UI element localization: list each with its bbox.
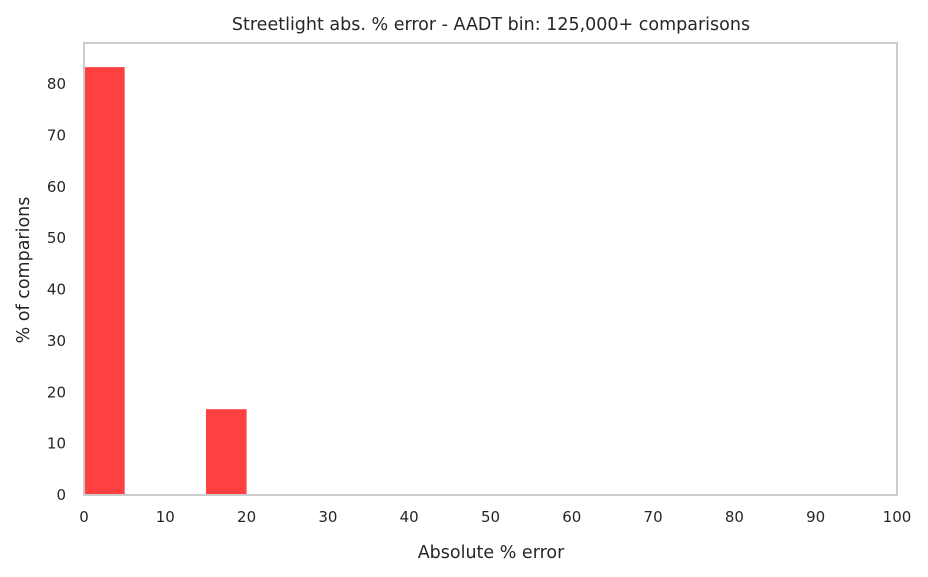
histogram-bar-1 <box>205 409 247 495</box>
x-tick-label: 40 <box>400 508 419 526</box>
x-axis: 0 10 20 30 40 50 60 70 80 90 100 <box>79 508 911 526</box>
y-tick-label: 30 <box>47 332 66 350</box>
x-tick-label: 10 <box>156 508 175 526</box>
y-tick-label: 70 <box>47 126 66 144</box>
plot-frame <box>83 42 898 496</box>
y-axis: 0 10 20 30 40 50 60 70 80 <box>47 75 66 504</box>
x-tick-label: 90 <box>806 508 825 526</box>
x-tick-label: 80 <box>725 508 744 526</box>
x-tick-label: 70 <box>644 508 663 526</box>
x-tick-label: 50 <box>481 508 500 526</box>
y-tick-label: 40 <box>47 281 66 299</box>
y-tick-label: 50 <box>47 229 66 247</box>
x-axis-label: Absolute % error <box>418 543 565 563</box>
y-tick-label: 0 <box>56 486 66 504</box>
y-tick-label: 20 <box>47 383 66 401</box>
chart-title: Streetlight abs. % error - AADT bin: 125… <box>232 15 750 35</box>
y-tick-label: 10 <box>47 435 66 453</box>
x-tick-label: 20 <box>237 508 256 526</box>
y-tick-label: 60 <box>47 178 66 196</box>
x-tick-label: 100 <box>883 508 912 526</box>
x-tick-label: 30 <box>318 508 337 526</box>
x-tick-label: 0 <box>79 508 89 526</box>
y-tick-label: 80 <box>47 75 66 93</box>
plot-area <box>84 67 247 496</box>
x-tick-label: 60 <box>562 508 581 526</box>
y-axis-label: % of comparions <box>14 197 34 344</box>
histogram-bar-0 <box>84 67 125 496</box>
